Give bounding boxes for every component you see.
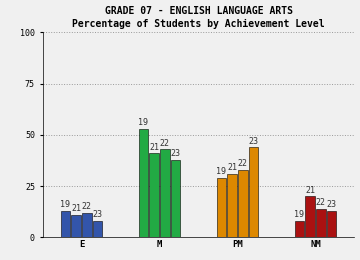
Text: 21: 21 [305,186,315,195]
Bar [71,215,81,237]
Bar [160,149,170,237]
Text: 19: 19 [139,118,148,127]
Bar [93,221,103,237]
Text: 19: 19 [60,200,71,209]
Text: 23: 23 [327,200,337,209]
Bar [171,160,180,237]
Bar [149,153,159,237]
Bar [294,221,304,237]
Text: 22: 22 [238,159,248,168]
Text: 23: 23 [249,136,258,146]
Bar [305,197,315,237]
Text: 22: 22 [160,139,170,148]
Text: 19: 19 [294,210,305,219]
Text: 21: 21 [227,163,237,172]
Title: GRADE 07 - ENGLISH LANGUAGE ARTS
Percentage of Students by Achievement Level: GRADE 07 - ENGLISH LANGUAGE ARTS Percent… [72,5,325,29]
Bar [61,211,70,237]
Bar [139,129,148,237]
Text: 22: 22 [82,202,92,211]
Bar [238,170,248,237]
Bar [227,174,237,237]
Text: 19: 19 [216,167,226,176]
Bar [327,211,336,237]
Text: 21: 21 [149,143,159,152]
Text: 23: 23 [93,210,103,219]
Text: 21: 21 [71,204,81,213]
Bar [316,209,326,237]
Bar [217,178,226,237]
Bar [82,213,92,237]
Text: 23: 23 [171,149,181,158]
Text: 22: 22 [316,198,326,207]
Bar [249,147,258,237]
